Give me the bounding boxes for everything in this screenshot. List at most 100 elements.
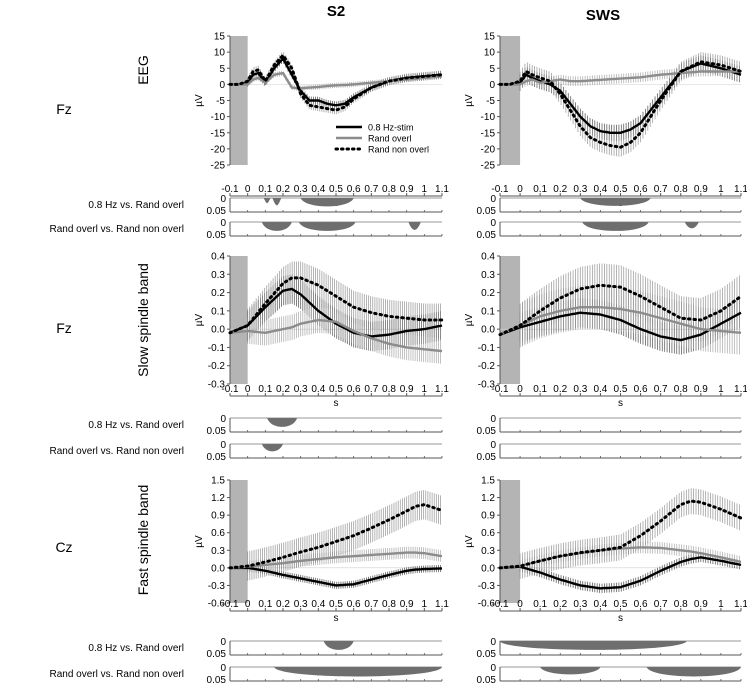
x-tick-label: 0.1 [258, 599, 272, 610]
series-line-0-8-hz-stim [500, 62, 742, 134]
stim-shade [500, 256, 521, 384]
comparison-label: 0.8 Hz vs. Rand overl [88, 420, 184, 431]
x-tick-label: 1.1 [435, 184, 449, 195]
row-label-slow: Slow spindle band [135, 263, 151, 377]
y-tick-label: -20 [211, 144, 226, 155]
error-bars-rand-non-overl [519, 488, 740, 579]
series-line-rand-overl [229, 318, 443, 353]
y-tick-label: -0.3 [478, 581, 496, 592]
y-tick-label: -20 [481, 144, 496, 155]
y-tick-label: -0.2 [478, 361, 496, 372]
y-tick-label: -5 [216, 96, 225, 107]
series-line-rand-non-overl [498, 283, 743, 337]
series-line-rand-non-overl [228, 503, 444, 570]
series-line-rand-non-overl [498, 60, 743, 149]
column-title-sws: SWS [586, 7, 620, 24]
series-line-0-8-hz-stim [230, 566, 443, 587]
x-tick-label: 1.1 [435, 599, 449, 610]
y-tick-label: 0.1 [481, 306, 495, 317]
p-tick-label: 0 [490, 440, 496, 451]
x-tick-label: 0.2 [553, 599, 567, 610]
y-tick-label: -0.1 [208, 343, 226, 354]
y-tick-label: 0.9 [481, 511, 495, 522]
x-tick-label: 0.8 [674, 384, 688, 395]
x-tick-label: 0.4 [311, 599, 325, 610]
x-tick-label: 0.4 [593, 184, 607, 195]
x-tick-label: 0.5 [614, 184, 628, 195]
significance-segment [272, 198, 282, 206]
y-tick-label: -10 [481, 112, 496, 123]
x-tick-label: -0.1 [491, 184, 509, 195]
y-tick-label: 0.4 [211, 252, 225, 263]
row-labels: Fz EEG Fz Slow spindle band Cz Fast spindle b… [55, 55, 151, 595]
x-tick-label: 0.8 [382, 184, 396, 195]
significance-segment [267, 418, 298, 427]
y-tick-label: 0.3 [211, 270, 225, 281]
series-line-0-8-hz-stim [230, 56, 443, 107]
y-axis-label: µV [194, 535, 205, 548]
y-tick-label: 15 [214, 32, 226, 43]
y-tick-label: 0.0 [481, 563, 495, 574]
significance-segment [263, 198, 271, 204]
sig-strip-slow-1-s2: 00.05 [207, 440, 443, 463]
panel-slow-sws: 0.4 0.3 0.2 0.1 0.0 -0.1 -0.2 -0.3 µV -0.1 0 0.1 0.2… [464, 252, 747, 410]
p-tick-label: 0 [490, 194, 496, 205]
error-bars-rand-overl [519, 285, 740, 355]
x-tick-label: 0.7 [654, 184, 668, 195]
x-tick-label: 0.5 [614, 599, 628, 610]
significance-segment [582, 222, 649, 231]
y-tick-label: 15 [484, 32, 496, 43]
series-line-rand-overl [230, 71, 443, 90]
p-tick-label: 0.05 [207, 426, 227, 437]
x-tick-label: 0.7 [364, 384, 378, 395]
y-tick-label: 0.0 [211, 325, 225, 336]
y-tick-label: -0.3 [208, 380, 226, 391]
x-tick-label: 0 [517, 184, 523, 195]
error-bars-rand-non-overl [247, 490, 441, 581]
x-tick-label: 0.1 [258, 184, 272, 195]
electrode-label-slow: Fz [56, 320, 72, 336]
x-tick-label: 0.6 [634, 384, 648, 395]
comparison-label: 0.8 Hz vs. Rand overl [88, 200, 184, 211]
x-tick-label: 0.7 [654, 599, 668, 610]
error-bars-0-8-hz-stim [519, 55, 740, 141]
stim-shade [500, 36, 521, 165]
y-tick-label: 1.2 [211, 493, 225, 504]
x-tick-label: 0.3 [573, 599, 587, 610]
y-tick-label: -15 [211, 128, 226, 139]
error-bars-rand-non-overl [519, 263, 740, 348]
x-tick-label: 0.3 [573, 184, 587, 195]
stim-shade [500, 480, 521, 603]
p-tick-label: 0.05 [207, 452, 227, 463]
y-tick-label: 0.9 [211, 511, 225, 522]
x-tick-label: 0.6 [634, 599, 648, 610]
p-tick-label: 0 [220, 440, 226, 451]
x-tick-label: 0.9 [400, 384, 414, 395]
electrode-label-eeg: Fz [56, 101, 72, 117]
x-tick-label: 0.6 [347, 184, 361, 195]
p-tick-label: 0 [490, 663, 496, 674]
y-axis-label: µV [464, 535, 475, 548]
comparison-label: Rand overl vs. Rand non overl [49, 669, 184, 680]
x-tick-label: 0.1 [533, 184, 547, 195]
p-tick-label: 0 [220, 663, 226, 674]
x-tick-label: 0.6 [347, 384, 361, 395]
series-line-0-8-hz-stim [499, 311, 742, 342]
sig-strip-eeg-0-s2: 00.05 [207, 194, 443, 217]
y-tick-label: 0.3 [481, 270, 495, 281]
y-tick-label: 0.2 [481, 288, 495, 299]
x-tick-label: -0.1 [221, 384, 239, 395]
series-line-0-8-hz-stim [229, 287, 443, 338]
p-tick-label: 0.05 [207, 675, 227, 686]
significance-segment [261, 444, 283, 452]
y-tick-label: -10 [211, 112, 226, 123]
significance-segment [540, 667, 601, 675]
x-tick-label: 0.2 [276, 184, 290, 195]
x-axis-label: s [618, 398, 623, 409]
x-tick-label: 0.4 [311, 384, 325, 395]
stim-shade [230, 480, 248, 603]
x-tick-label: 0.9 [694, 599, 708, 610]
y-axis-label: µV [194, 313, 205, 326]
